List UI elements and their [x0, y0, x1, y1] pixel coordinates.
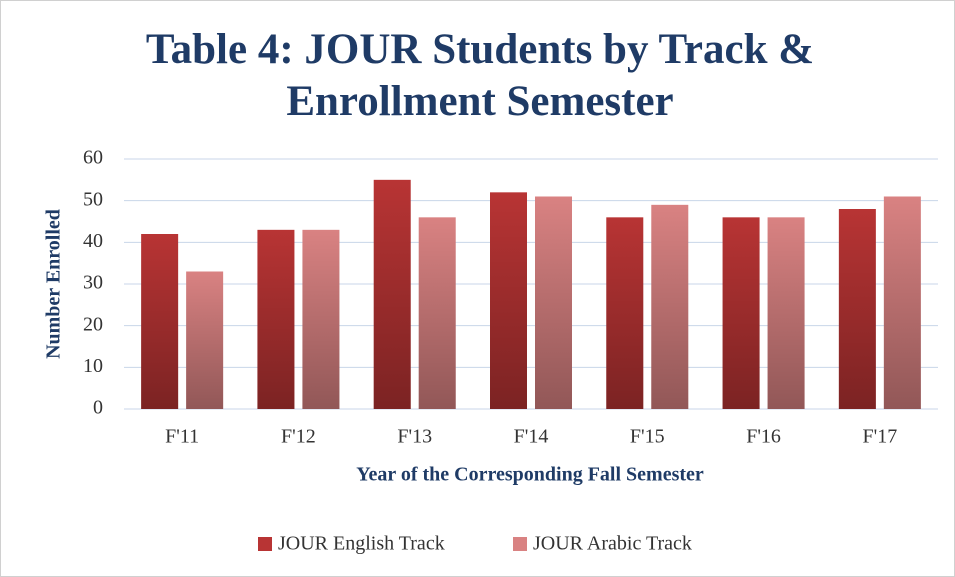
x-tick-label: F'17 — [862, 426, 897, 448]
y-tick-label: 50 — [83, 188, 103, 210]
legend-label: JOUR English Track — [278, 533, 445, 555]
y-tick-label: 10 — [83, 355, 103, 377]
x-tick-label: F'13 — [397, 426, 432, 448]
bar-shade — [302, 229, 340, 409]
legend-swatch — [258, 537, 272, 551]
bar-shade — [606, 217, 644, 409]
y-tick-label: 0 — [93, 397, 103, 419]
chart-title: Table 4: JOUR Students by Track & Enroll… — [145, 26, 815, 125]
x-tick-label: F'14 — [514, 426, 549, 448]
y-tick-label: 60 — [83, 147, 103, 169]
y-tick-label: 20 — [83, 313, 103, 335]
bar-shade — [767, 217, 805, 409]
x-tick-label: F'15 — [630, 426, 665, 448]
legend-label: JOUR Arabic Track — [533, 533, 692, 555]
bar-shade — [186, 271, 224, 409]
bar-shade — [141, 234, 179, 409]
bar-shade — [722, 217, 760, 409]
y-tick-label: 40 — [83, 230, 103, 252]
bar-shade — [535, 196, 572, 409]
y-tick-label: 30 — [83, 272, 103, 294]
bar-shade — [651, 204, 689, 409]
x-tick-label: F'16 — [746, 426, 781, 448]
y-axis-label: Number Enrolled — [43, 209, 65, 359]
x-axis-label: Year of the Corresponding Fall Semester — [356, 464, 704, 486]
bar-shade — [418, 217, 456, 409]
bar-shade — [883, 196, 921, 409]
bar-shade — [490, 192, 527, 409]
x-tick-label: F'11 — [165, 426, 199, 448]
bar-shade — [838, 209, 876, 409]
bar-shade — [257, 229, 295, 409]
legend-swatch — [513, 537, 527, 551]
x-tick-label: F'12 — [281, 426, 316, 448]
bar-shade — [373, 179, 411, 409]
